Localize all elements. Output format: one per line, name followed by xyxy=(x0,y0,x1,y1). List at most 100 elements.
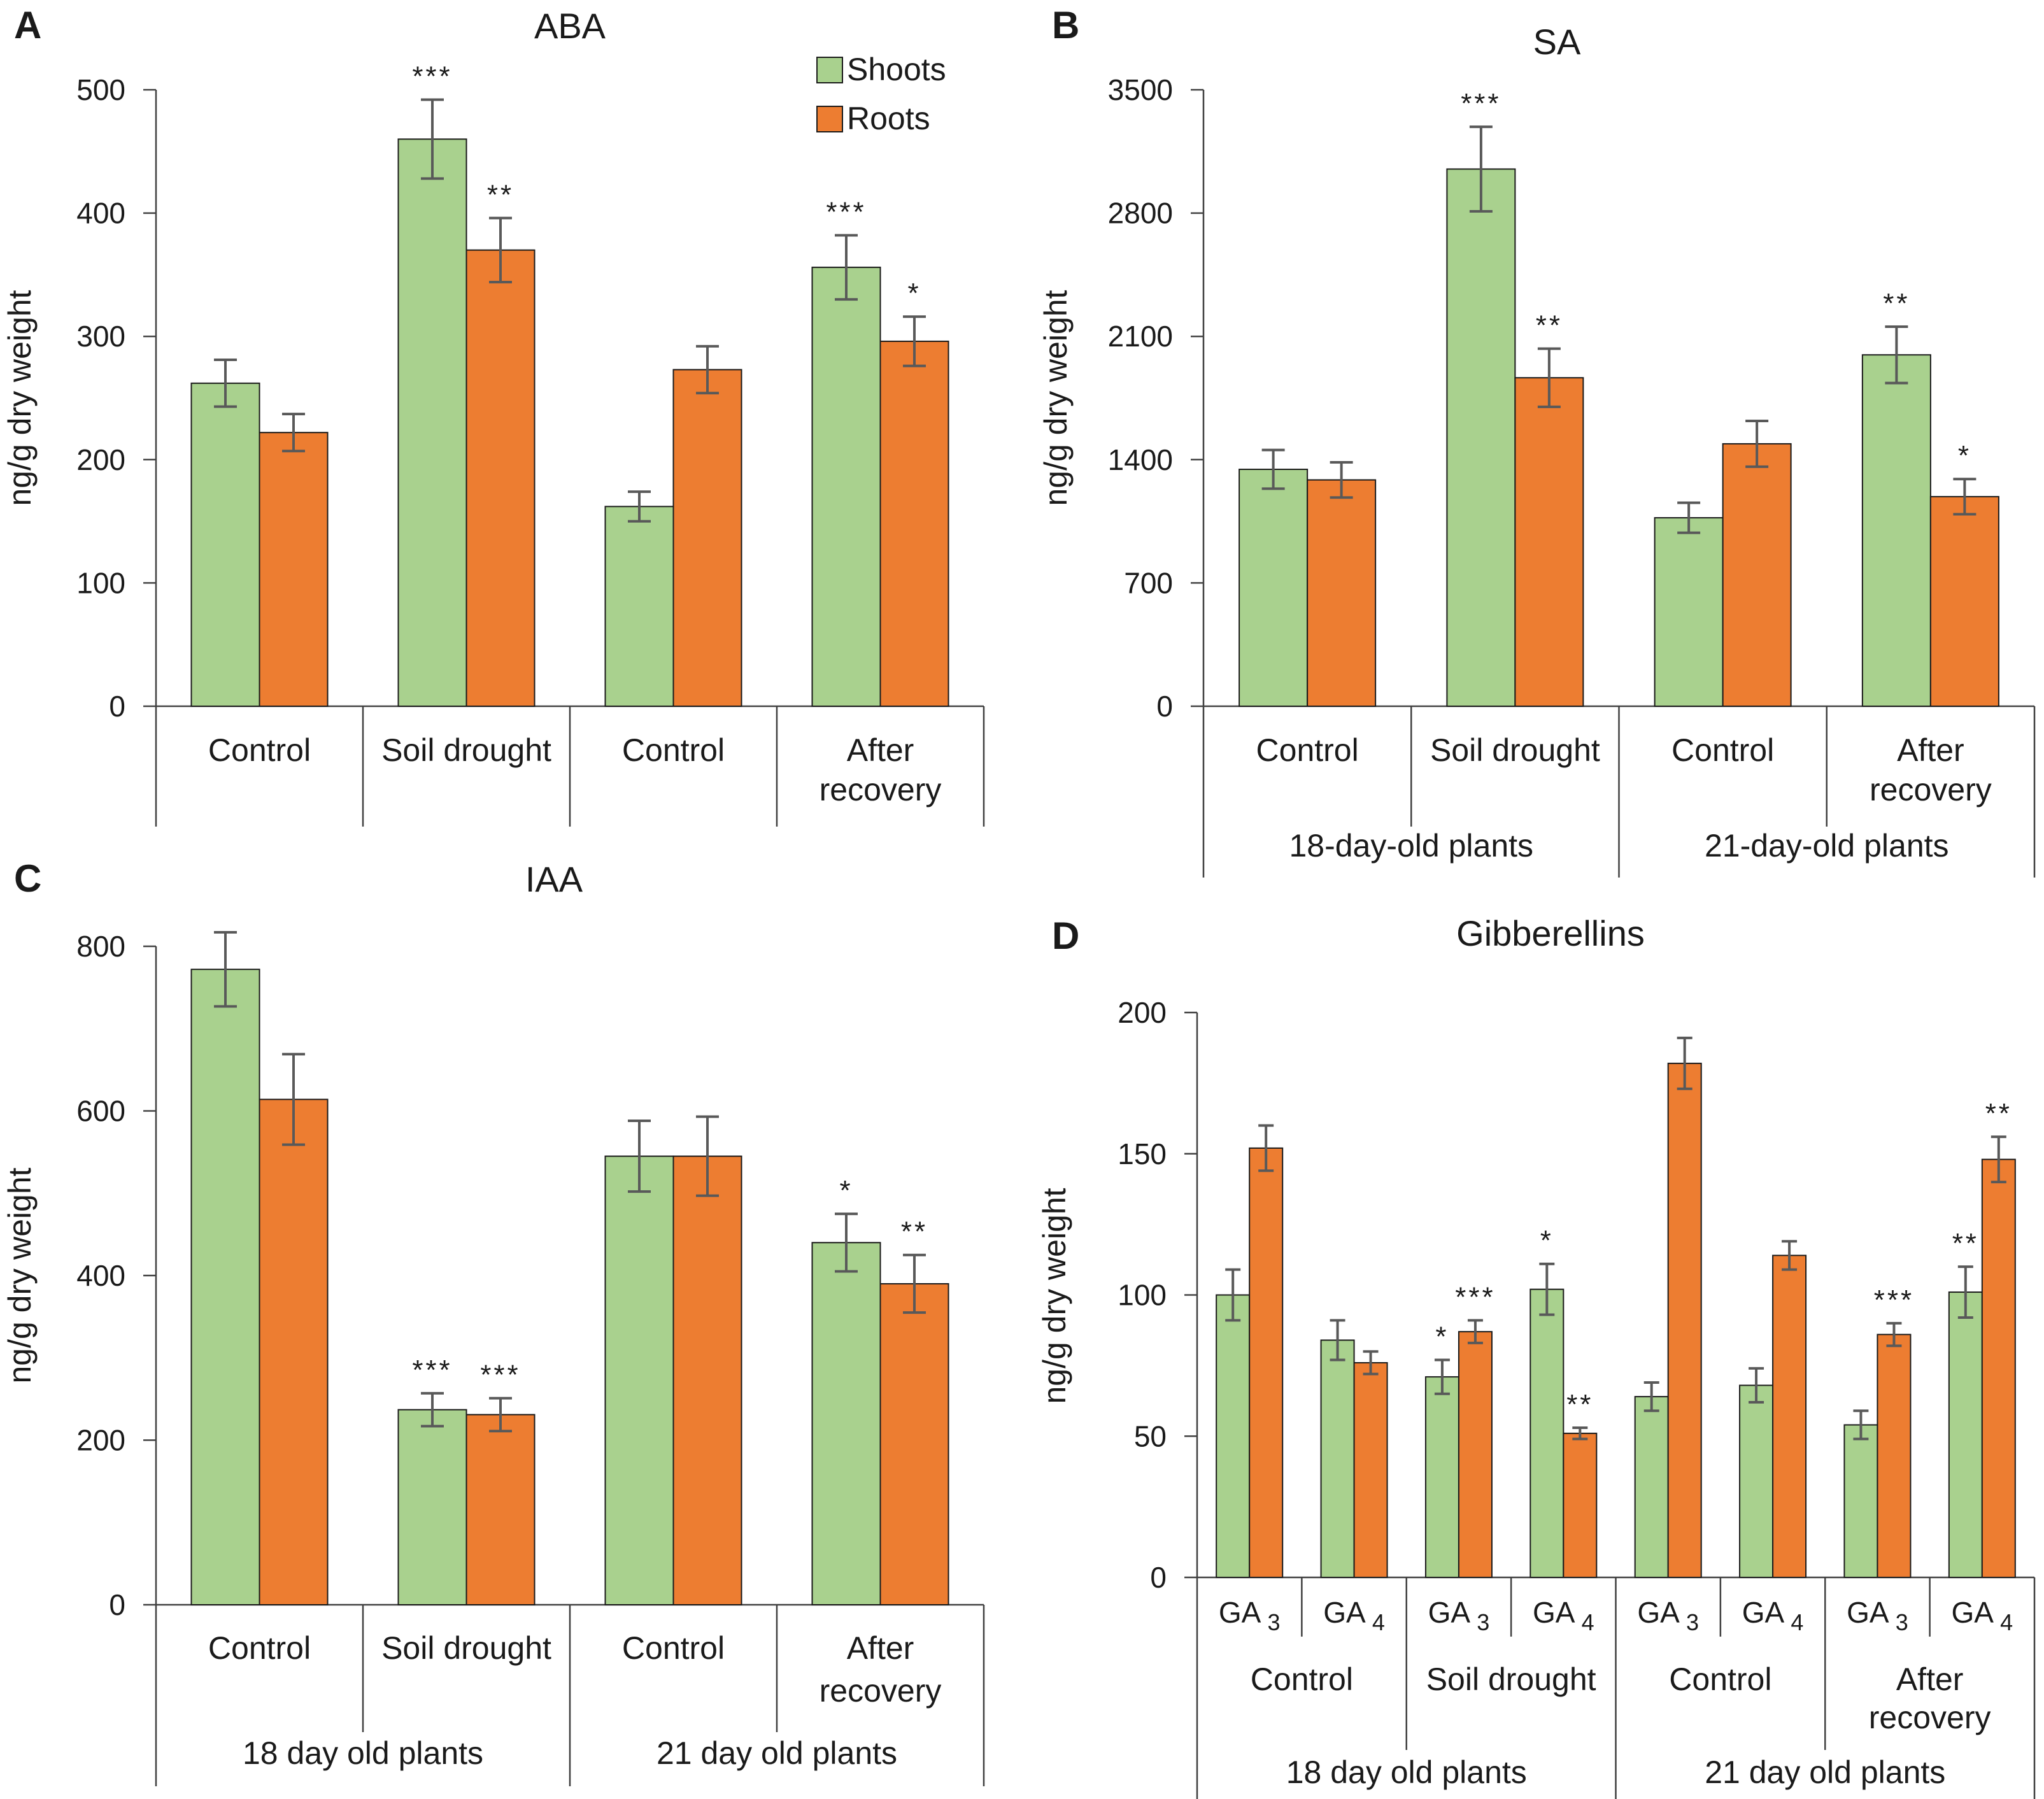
chart-title: ABA xyxy=(534,6,606,46)
bar-roots xyxy=(1249,1147,1284,1578)
category-label: After xyxy=(1896,1661,1964,1697)
bar-shoots xyxy=(397,138,467,707)
significance-label: ** xyxy=(487,179,514,210)
significance-label: *** xyxy=(412,60,452,92)
subcategory-label: GA 3 xyxy=(1637,1596,1699,1635)
bar-roots xyxy=(1667,1062,1702,1578)
significance-label: ** xyxy=(1985,1098,2012,1129)
significance-label: *** xyxy=(480,1360,520,1391)
bar-shoots xyxy=(1238,469,1309,707)
bar-roots xyxy=(1307,479,1377,707)
chart-title: Gibberellins xyxy=(1456,913,1645,953)
bar-roots xyxy=(1458,1331,1493,1579)
subcategory-label: GA 4 xyxy=(1951,1596,2013,1635)
y-tick-label: 200 xyxy=(76,1424,125,1457)
y-tick-label: 150 xyxy=(1118,1137,1167,1170)
bar-roots xyxy=(259,1099,329,1605)
y-tick-label: 300 xyxy=(76,320,125,353)
group-label: 21 day old plants xyxy=(656,1735,897,1771)
subcategory-label: GA 3 xyxy=(1219,1596,1281,1635)
legend-swatch-roots xyxy=(816,106,843,132)
y-tick-label: 800 xyxy=(76,930,125,963)
bar-roots xyxy=(1514,377,1584,707)
category-label: recovery xyxy=(1869,1700,1991,1735)
subcategory-label: GA 4 xyxy=(1323,1596,1385,1635)
bar-roots xyxy=(259,432,329,707)
y-axis-label: ng/g dry weight xyxy=(1038,290,1074,506)
y-tick-label: 200 xyxy=(1118,996,1167,1029)
significance-label: *** xyxy=(1455,1281,1495,1312)
subcategory-label: GA 3 xyxy=(1428,1596,1490,1635)
bar-roots xyxy=(1981,1158,2016,1578)
significance-label: * xyxy=(1435,1321,1449,1353)
bar-roots xyxy=(465,249,536,707)
category-label: After xyxy=(847,732,914,768)
subcategory-label: GA 3 xyxy=(1847,1596,1908,1635)
panel-letter: A xyxy=(14,4,41,46)
y-tick-label: 100 xyxy=(76,566,125,599)
bar-shoots xyxy=(190,382,260,707)
y-tick-label: 400 xyxy=(76,197,125,230)
significance-label: *** xyxy=(1874,1284,1914,1316)
significance-label: ** xyxy=(901,1216,928,1248)
panel-letter: C xyxy=(14,857,41,900)
y-tick-label: 0 xyxy=(1150,1561,1167,1594)
y-tick-label: 2800 xyxy=(1108,197,1173,230)
category-label: recovery xyxy=(820,1673,942,1709)
category-label: recovery xyxy=(820,772,942,807)
y-tick-label: 600 xyxy=(76,1095,125,1128)
y-tick-label: 200 xyxy=(76,443,125,476)
bar-shoots xyxy=(811,266,881,707)
bar-roots xyxy=(1929,495,1999,707)
significance-label: * xyxy=(907,278,921,309)
y-tick-label: 50 xyxy=(1134,1419,1167,1453)
bar-roots xyxy=(1772,1255,1807,1579)
significance-label: ** xyxy=(1883,288,1910,319)
y-axis-label: ng/g dry weight xyxy=(1037,1188,1072,1404)
bar-roots xyxy=(672,1155,742,1605)
panel-letter: B xyxy=(1052,4,1079,46)
significance-label: ** xyxy=(1566,1389,1593,1420)
legend-swatch-shoots xyxy=(816,57,843,83)
bar-roots xyxy=(1563,1432,1598,1578)
y-axis-label: ng/g dry weight xyxy=(2,1167,38,1383)
category-label: After xyxy=(1897,732,1964,768)
bar-roots xyxy=(672,369,742,707)
significance-label: ** xyxy=(1952,1228,1979,1259)
subcategory-label: GA 4 xyxy=(1533,1596,1594,1635)
bar-shoots xyxy=(604,506,674,707)
significance-label: *** xyxy=(1461,88,1501,119)
bar-shoots xyxy=(604,1155,674,1605)
legend-label: Roots xyxy=(847,101,930,136)
category-label: Soil drought xyxy=(381,732,551,768)
bar-shoots xyxy=(1843,1424,1878,1579)
subcategory-label: GA 4 xyxy=(1742,1596,1804,1635)
bar-shoots xyxy=(1739,1384,1774,1578)
bar-shoots xyxy=(1424,1376,1459,1578)
category-label: Control xyxy=(208,1630,311,1666)
y-tick-label: 500 xyxy=(76,73,125,106)
bar-roots xyxy=(465,1414,536,1606)
significance-label: ** xyxy=(1536,310,1563,341)
y-tick-label: 3500 xyxy=(1108,73,1173,106)
group-label: 18 day old plants xyxy=(243,1735,483,1771)
y-tick-label: 0 xyxy=(109,690,125,723)
y-tick-label: 0 xyxy=(1156,690,1173,723)
group-label: 18-day-old plants xyxy=(1289,828,1533,864)
category-label: Soil drought xyxy=(381,1630,551,1666)
bar-shoots xyxy=(811,1242,881,1606)
y-tick-label: 0 xyxy=(109,1588,125,1621)
y-tick-label: 2100 xyxy=(1108,320,1173,353)
significance-label: *** xyxy=(412,1355,452,1386)
chart-title: SA xyxy=(1533,22,1581,62)
bar-roots xyxy=(1722,443,1792,707)
category-label: Control xyxy=(1671,732,1774,768)
category-label: recovery xyxy=(1870,772,1992,807)
category-label: Control xyxy=(1669,1661,1771,1697)
significance-label: * xyxy=(1958,440,1971,471)
y-tick-label: 100 xyxy=(1118,1279,1167,1312)
